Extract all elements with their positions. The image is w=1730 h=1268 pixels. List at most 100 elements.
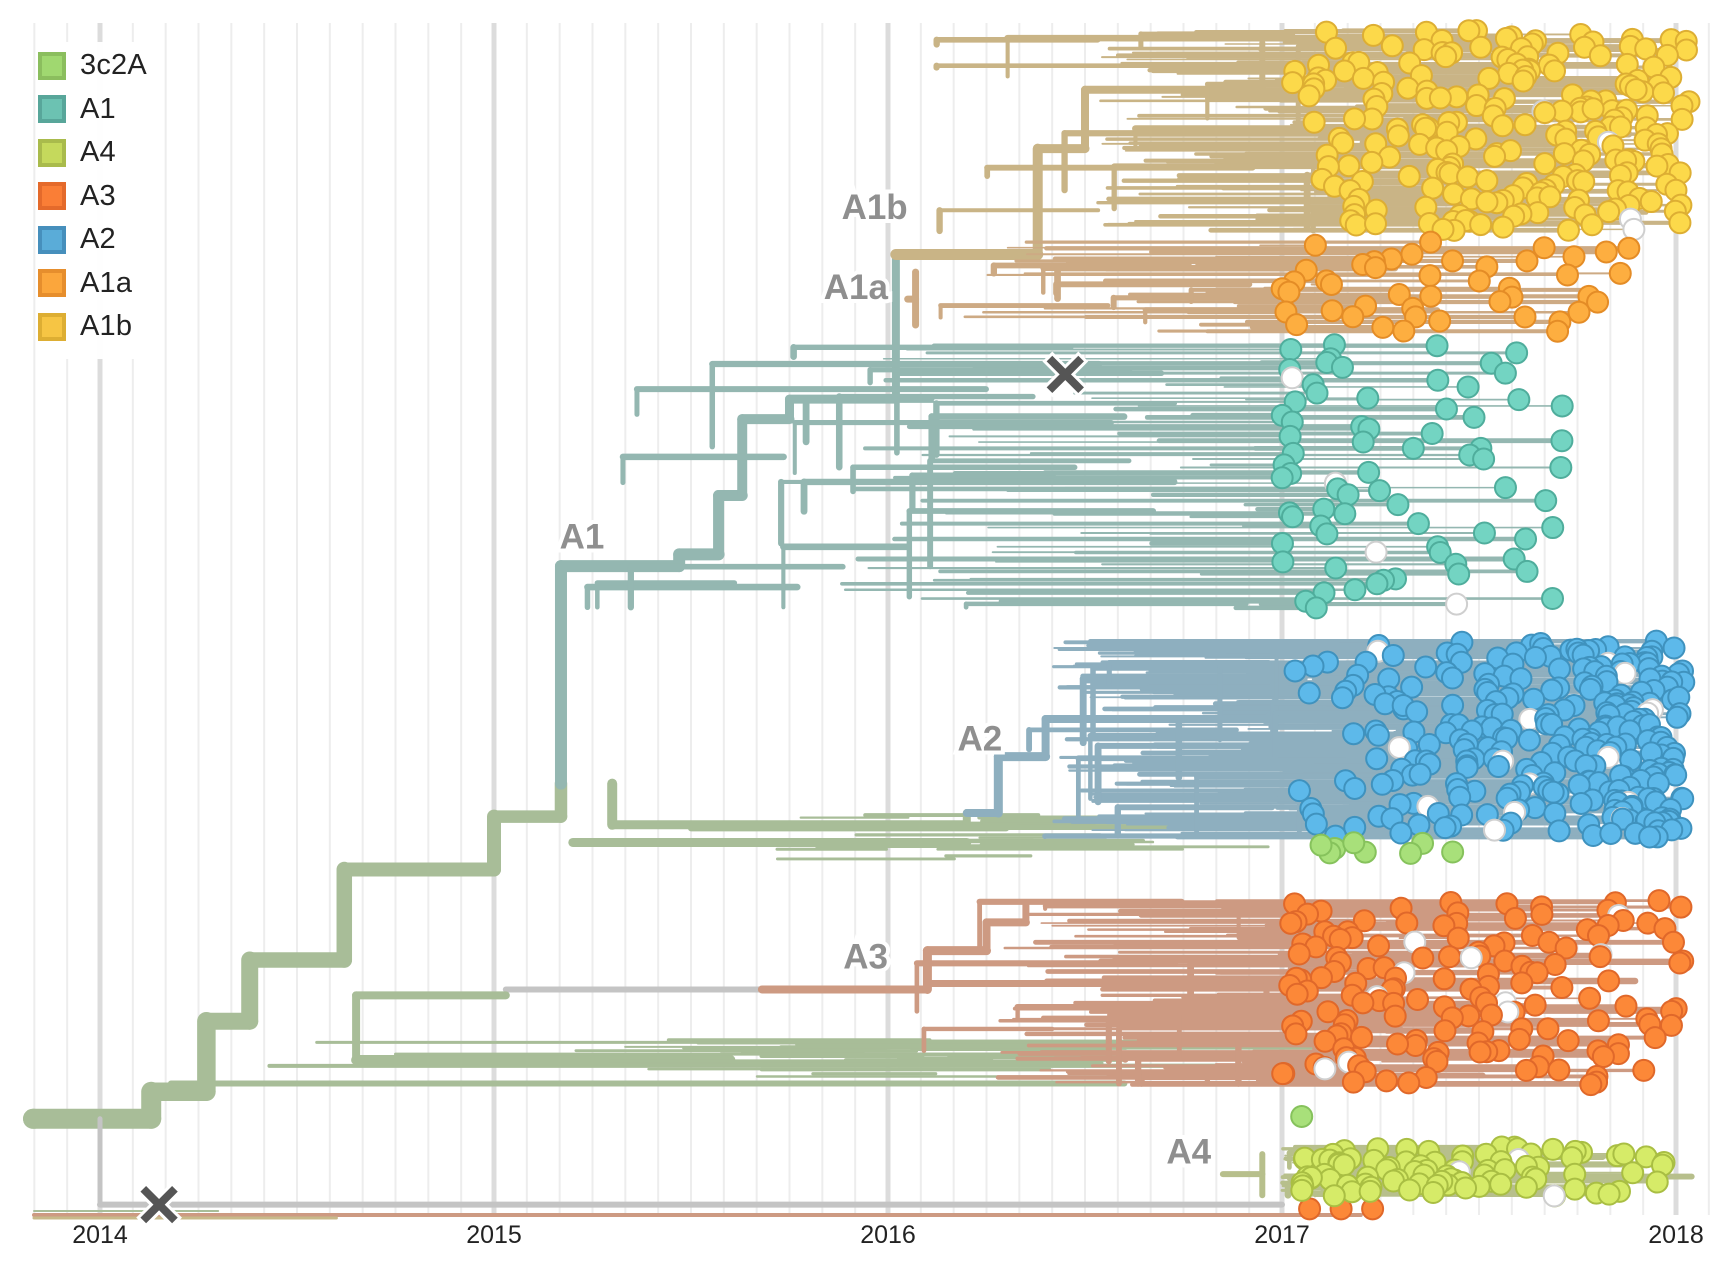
tip-a1a [1608, 261, 1632, 285]
cross-marker-icon [136, 1181, 182, 1228]
legend-item-a4[interactable]: A4 [38, 131, 147, 175]
tip-a1b [1475, 169, 1499, 193]
tree-markers [136, 351, 1089, 1228]
tip-unassigned [1364, 540, 1388, 564]
tip-a2 [1381, 643, 1405, 667]
tip-a1b [1533, 152, 1557, 176]
tip-a1b [1543, 59, 1567, 83]
tip-a3 [1587, 924, 1611, 948]
tip-a3 [1550, 976, 1574, 1000]
tip-a3 [1530, 902, 1554, 926]
tip-a1b [1421, 176, 1445, 200]
tip-a3 [1367, 934, 1391, 958]
tip-a1b [1645, 154, 1669, 178]
legend-item-a1a[interactable]: A1a [38, 262, 147, 306]
legend-item-3c2a[interactable]: 3c2A [38, 44, 147, 88]
tip-a4 [1612, 1142, 1636, 1166]
tip-a1 [1281, 505, 1305, 529]
tip-a3 [1503, 906, 1527, 930]
tip-a1a [1319, 272, 1343, 296]
tip-a1a [1594, 240, 1618, 264]
tip-a1a [1277, 280, 1301, 304]
legend-item-a3[interactable]: A3 [38, 175, 147, 219]
tip-unassigned [1445, 592, 1469, 616]
tip-a3 [1437, 945, 1461, 969]
tip-a1 [1279, 337, 1303, 361]
tip-a1b [1360, 150, 1384, 174]
tip-a1a [1320, 299, 1344, 323]
tip-a1 [1386, 493, 1410, 517]
legend-swatch [38, 182, 66, 211]
legend-label: A2 [80, 223, 116, 256]
tip-a1b [1483, 144, 1507, 168]
legend-item-a1[interactable]: A1 [38, 88, 147, 132]
legend-swatch [38, 95, 66, 124]
tip-a2 [1540, 678, 1564, 702]
tip-a1b [1364, 212, 1388, 236]
tip-a4 [1514, 1175, 1538, 1199]
tip-a2 [1578, 677, 1602, 701]
tip-a1a [1285, 313, 1309, 337]
legend-label: A3 [80, 179, 116, 212]
tip-a3 [1536, 1017, 1560, 1041]
tip-a1b [1343, 107, 1367, 131]
tip-a1 [1305, 381, 1329, 405]
tree-tips [1270, 19, 1701, 1221]
tip-a1a [1555, 263, 1579, 287]
tip-3c2a [1441, 840, 1465, 864]
tip-a2 [1541, 780, 1565, 804]
tip-a2 [1441, 693, 1465, 717]
tip-a1 [1505, 341, 1529, 365]
legend-item-a1b[interactable]: A1b [38, 305, 147, 349]
tip-unassigned [1542, 1184, 1566, 1208]
tip-a1b [1457, 19, 1481, 43]
tip-a1 [1315, 522, 1339, 546]
tip-a2 [1342, 722, 1366, 746]
tip-a1 [1507, 388, 1531, 412]
tip-a1a [1387, 282, 1411, 306]
tip-a4 [1563, 1177, 1587, 1201]
tip-a2 [1662, 636, 1686, 660]
legend: 3c2A A1 A4 A3 A2 A1a A1b [38, 42, 155, 359]
tip-a1b [1674, 38, 1698, 62]
tip-a3 [1510, 971, 1534, 995]
tip-a1b [1475, 190, 1499, 214]
x-tick-label: 2016 [860, 1221, 916, 1249]
tip-a1b [1332, 59, 1356, 83]
tip-a2 [1366, 723, 1390, 747]
tip-a3 [1446, 926, 1470, 950]
tip-a2 [1638, 825, 1662, 849]
tip-a4 [1290, 1178, 1314, 1202]
tip-a2 [1523, 645, 1547, 669]
clade-labels: A1b A1a A1 A2 A3 A4 [556, 184, 1216, 1175]
tip-a2 [1405, 700, 1429, 724]
tip-a2 [1433, 816, 1457, 840]
tip-a1 [1401, 436, 1425, 460]
legend-item-a2[interactable]: A2 [38, 218, 147, 262]
x-tick-label: 2015 [466, 1221, 522, 1249]
x-axis-tick-labels: 2014 2015 2016 2017 2018 [72, 1221, 1704, 1249]
tip-a1b [1297, 84, 1321, 108]
tip-a1 [1426, 368, 1450, 392]
tip-unassigned [1280, 366, 1304, 390]
tip-a1b [1670, 107, 1694, 131]
tip-a2 [1486, 754, 1510, 778]
legend-label: A1a [80, 266, 133, 299]
x-tick-label: 2017 [1254, 1221, 1310, 1249]
tip-a1 [1515, 559, 1539, 583]
tip-a1 [1330, 355, 1354, 379]
tip-a3 [1547, 1058, 1571, 1082]
tip-a1 [1462, 405, 1486, 429]
tip-a1 [1456, 375, 1480, 399]
tip-a3 [1341, 1070, 1365, 1094]
tip-a3 [1425, 1050, 1449, 1074]
tip-3c2a [1399, 841, 1423, 865]
tip-a1 [1304, 596, 1328, 620]
tip-a1 [1420, 422, 1444, 446]
clade-label-a1: A1 [560, 517, 605, 556]
tip-a3 [1578, 986, 1602, 1010]
tip-a3 [1556, 1029, 1580, 1053]
tip-a3 [1287, 942, 1311, 966]
tip-a1a [1392, 319, 1416, 343]
tip-a3 [1586, 1009, 1610, 1033]
